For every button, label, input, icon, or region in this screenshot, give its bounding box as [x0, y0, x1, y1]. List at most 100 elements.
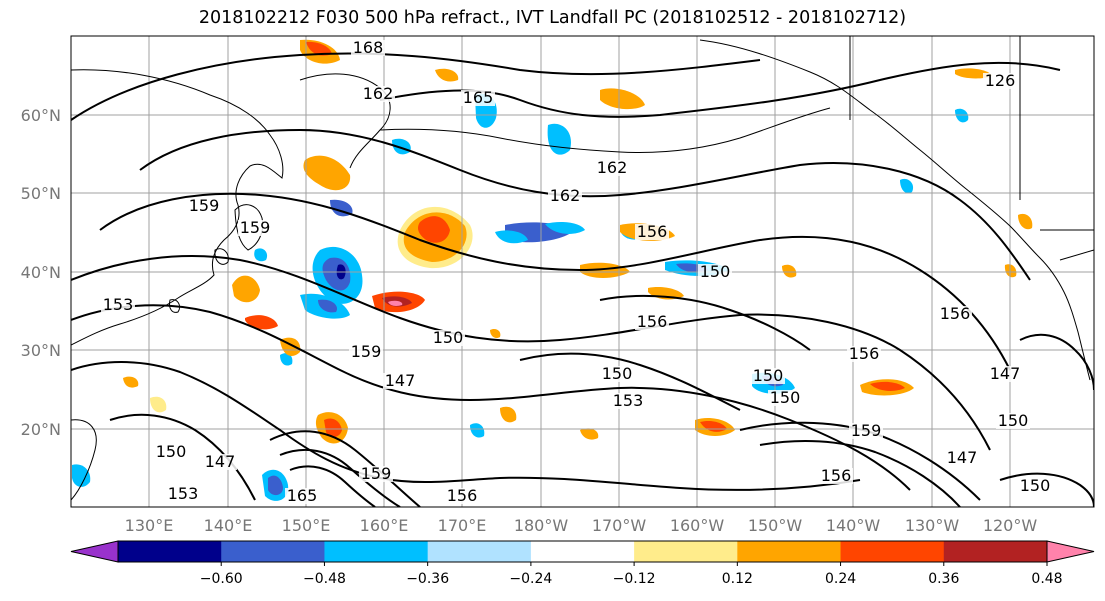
contour-label-bg [938, 306, 972, 322]
colorbar-tick-label: −0.48 [303, 571, 346, 587]
contour-label-bg [445, 488, 479, 504]
contour-label: 168 [353, 38, 384, 57]
contour-label: 162 [550, 186, 581, 205]
contour-label-bg [635, 314, 669, 330]
colorbar-frame [117, 540, 1048, 563]
contour-label: 156 [637, 222, 668, 241]
contour-label-bg [203, 454, 237, 470]
contour-label-bg [431, 330, 465, 346]
contour-label-bg [768, 390, 802, 406]
contour-label: 153 [168, 484, 199, 503]
colorbar-tick-label: −0.60 [200, 571, 243, 587]
lon-label: 130°E [125, 516, 174, 535]
contour-label: 150 [770, 388, 801, 407]
contour-label: 147 [947, 448, 978, 467]
latitude-labels: 60°N 50°N 40°N 30°N 20°N [21, 106, 61, 439]
lon-label: 180°W [514, 516, 569, 535]
lat-label: 60°N [21, 106, 61, 125]
contour-label: 159 [189, 196, 220, 215]
colorbar-extend-high [1046, 540, 1095, 563]
contour-label: 150 [1020, 476, 1051, 495]
contour-label-bg [349, 344, 383, 360]
lon-label: 160°E [360, 516, 409, 535]
contour-label-bg [101, 297, 135, 313]
colorbar-tick-label: 0.48 [1031, 571, 1062, 587]
contour-label-bg [383, 373, 417, 389]
contour-label-bg [187, 198, 221, 214]
lon-label: 170°E [438, 516, 487, 535]
contour-label-bg [819, 468, 853, 484]
contour-label-bg [698, 264, 732, 280]
map-title: 2018102212 F030 500 hPa refract., IVT La… [198, 8, 907, 28]
lon-label: 160°W [670, 516, 725, 535]
colorbar-tick-label: 0.12 [722, 571, 753, 587]
lat-label: 20°N [21, 420, 61, 439]
colorbar-bin [943, 541, 1048, 562]
contour-label-bg [166, 486, 200, 502]
contour-label-bg [285, 488, 319, 504]
lat-label: 40°N [21, 263, 61, 282]
contour-label: 159 [361, 464, 392, 483]
contour-label: 153 [103, 295, 134, 314]
contour-label-bg [1018, 478, 1052, 494]
contour-label: 156 [637, 312, 668, 331]
contour-label: 159 [851, 421, 882, 440]
contour-label-bg [600, 366, 634, 382]
contour-label: 150 [433, 328, 464, 347]
contour-label: 159 [351, 342, 382, 361]
contour-label-bg [361, 86, 395, 102]
contour-label: 156 [849, 344, 880, 363]
contour-label: 150 [700, 262, 731, 281]
lat-label: 30°N [21, 341, 61, 360]
colorbar-bin [737, 541, 842, 562]
colorbar-extend-low [70, 540, 119, 563]
contour-label: 165 [287, 486, 318, 505]
colorbar-tick-label: 0.36 [928, 571, 959, 587]
contour-label: 156 [447, 486, 478, 505]
lon-label: 130°W [905, 516, 960, 535]
contour-label-bg [983, 73, 1017, 89]
contour-label: 162 [363, 84, 394, 103]
colorbar-bin [634, 541, 738, 562]
contour-label: 159 [240, 218, 271, 237]
map-frame [70, 35, 1095, 508]
lon-label: 140°W [826, 516, 881, 535]
contour-label: 156 [821, 466, 852, 485]
colorbar-bin [118, 541, 222, 562]
contour-label-bg [595, 160, 629, 176]
colorbar-bin [324, 541, 429, 562]
coastlines [71, 36, 1094, 501]
colorbar-tick-label: −0.12 [613, 571, 656, 587]
contour-label-bg [359, 466, 393, 482]
colorbar-tick-label: −0.36 [406, 571, 449, 587]
contour-label: 156 [940, 304, 971, 323]
contour-label-bg [238, 220, 272, 236]
contour-label: 150 [156, 442, 187, 461]
contour-label-bg [611, 393, 645, 409]
contour-label: 126 [985, 71, 1016, 90]
lon-label: 150°W [748, 516, 803, 535]
contour-label-bg [945, 450, 979, 466]
lat-label: 50°N [21, 184, 61, 203]
contour-label-bg [849, 423, 883, 439]
colorbar-bin [221, 541, 325, 562]
colorbar-bin [840, 541, 945, 562]
contour-label-bg [847, 346, 881, 362]
contour-label: 150 [753, 366, 784, 385]
colorbar-tick-label: −0.24 [509, 571, 552, 587]
lon-label: 140°E [204, 516, 253, 535]
contour-label-bg [635, 224, 669, 240]
contour-label-bg [548, 188, 582, 204]
lon-label: 120°W [983, 516, 1038, 535]
lon-label: 170°W [592, 516, 647, 535]
contour-label: 153 [613, 391, 644, 410]
contour-label-bg [154, 444, 188, 460]
contour-label-bg [996, 413, 1030, 429]
colorbar-tick-label: 0.24 [825, 571, 856, 587]
contour-label: 147 [990, 364, 1021, 383]
contour-label-bg [351, 40, 385, 56]
colorbar-bin [427, 541, 532, 562]
contour-label: 150 [602, 364, 633, 383]
